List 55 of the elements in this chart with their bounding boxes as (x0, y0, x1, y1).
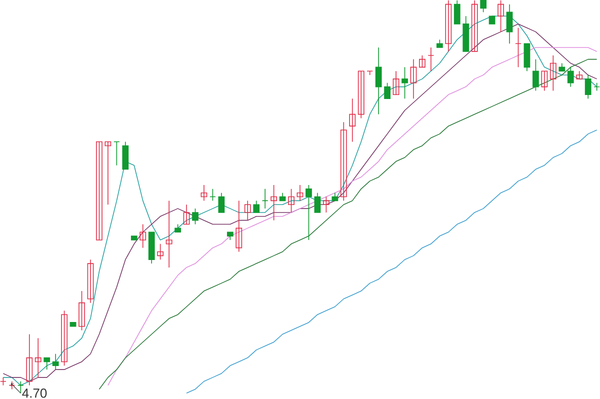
candlestick (506, 4, 513, 44)
candlestick (515, 28, 522, 68)
candlestick (428, 47, 434, 72)
candlestick (157, 244, 164, 260)
candlestick (236, 200, 242, 252)
candlestick (218, 192, 225, 214)
candlestick (34, 338, 42, 378)
candlestick (104, 142, 112, 206)
annotation: 4.70 (22, 388, 47, 398)
candlestick (471, 0, 478, 52)
candlestick (532, 59, 539, 92)
candlestick (410, 59, 417, 100)
candlestick (384, 82, 390, 100)
candlestick (358, 70, 364, 119)
candlestick (541, 70, 548, 92)
candlestick (52, 354, 59, 370)
candlestick (288, 188, 294, 214)
candlestick (78, 290, 85, 331)
candlestick (44, 358, 50, 370)
candlestick (419, 55, 426, 68)
candlestick (454, 0, 460, 24)
candlestick (262, 188, 268, 210)
candlestick (567, 66, 574, 88)
candlestick (550, 55, 556, 92)
candlestick (306, 184, 312, 240)
candlestick (340, 122, 347, 202)
candlestick (375, 47, 382, 115)
candlestick (200, 184, 208, 202)
candlestick (323, 196, 330, 214)
candlestick (584, 74, 592, 100)
candlestick (17, 381, 24, 394)
candlestick (183, 204, 190, 225)
candlestick (113, 142, 120, 166)
candlestick (498, 0, 504, 32)
candlestick (122, 142, 129, 170)
candlestick (140, 224, 146, 248)
candlestick (402, 66, 408, 100)
candlestick (253, 200, 260, 214)
candlestick (166, 200, 172, 268)
candlestick (96, 142, 102, 240)
candlestick (192, 208, 198, 225)
candlestick (524, 43, 530, 72)
candlestick (445, 0, 452, 52)
candlestick (61, 310, 68, 366)
candlestick (314, 192, 321, 214)
candlestick (576, 70, 583, 80)
candlestick (270, 184, 278, 221)
candlestick (26, 334, 33, 386)
candlestick (244, 200, 251, 221)
candlestick (210, 188, 216, 202)
candlestick (87, 259, 94, 304)
candlestick (480, 0, 487, 13)
candlestick (392, 70, 400, 96)
candlestick (349, 98, 356, 142)
candlestick (296, 184, 304, 202)
